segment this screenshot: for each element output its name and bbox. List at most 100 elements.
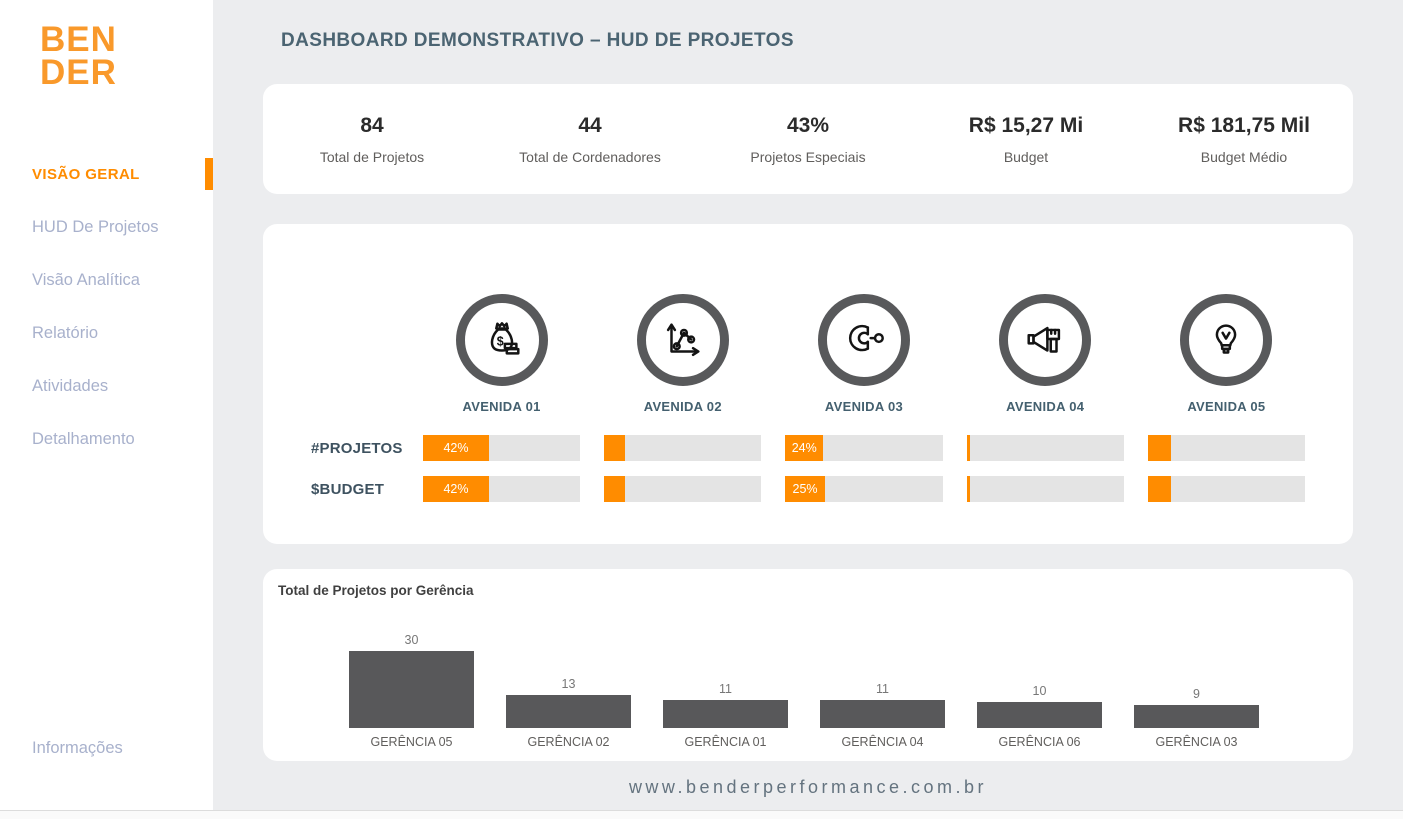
avenue-label: AVENIDA 01 <box>462 399 541 414</box>
budget-bar-avenida-05[interactable] <box>1147 476 1305 502</box>
progress-fill: 42% <box>423 435 490 461</box>
magnet-icon <box>848 324 884 352</box>
chart-column-gerencia-06: 10 GERÊNCIA 06 <box>961 684 1118 749</box>
projetos-row-label: #PROJETOS <box>311 439 403 457</box>
chart-bar[interactable] <box>349 651 474 728</box>
budget-bar-avenida-02[interactable] <box>604 476 762 502</box>
bar-category-label: GERÊNCIA 06 <box>998 735 1081 749</box>
progress-fill: 42% <box>423 476 490 502</box>
kpi-label: Budget <box>1003 148 1049 165</box>
avenue-01-circle: $ <box>455 294 548 386</box>
bar-value-label: 13 <box>561 677 576 691</box>
progress-fill: 24% <box>785 435 824 461</box>
sidebar-item-atividades[interactable]: Atividades <box>0 360 213 413</box>
bar-value-label: 11 <box>719 682 732 696</box>
sidebar-item-visao-geral[interactable]: VISÃO GERAL <box>0 148 213 201</box>
sidebar-item-relatorio[interactable]: Relatório <box>0 307 213 360</box>
budget-bar-avenida-04[interactable] <box>966 476 1124 502</box>
sidebar-item-label: Atividades <box>32 376 109 395</box>
progress-fill <box>604 435 625 461</box>
svg-text:$: $ <box>496 334 503 348</box>
chart-column-gerencia-01: 11 GERÊNCIA 01 <box>647 682 804 749</box>
kpi-total-projetos: 84 Total de Projetos <box>263 114 481 165</box>
line-chart-icon <box>666 323 700 357</box>
sidebar-item-label: Relatório <box>32 323 99 342</box>
bar-category-label: GERÊNCIA 05 <box>370 735 453 749</box>
bar-value-label: 9 <box>1193 687 1200 701</box>
sidebar-item-label: Detalhamento <box>32 429 135 448</box>
kpi-card: 84 Total de Projetos 44 Total de Cordena… <box>263 84 1353 194</box>
budget-bar-avenida-01[interactable]: 42% <box>423 476 581 502</box>
sidebar-item-hud-de-projetos[interactable]: HUD De Projetos <box>0 201 213 254</box>
chart-bar[interactable] <box>663 700 788 728</box>
bar-category-label: GERÊNCIA 04 <box>841 735 924 749</box>
projetos-bar-avenida-05[interactable] <box>1147 435 1305 461</box>
bender-logo: BEN DER <box>40 20 213 92</box>
logo-line-1: BEN <box>40 20 117 59</box>
chart-bar[interactable] <box>1134 705 1259 728</box>
bar-category-label: GERÊNCIA 02 <box>527 735 610 749</box>
kpi-value: R$ 181,75 Mil <box>1178 113 1310 137</box>
projetos-bar-row: #PROJETOS 42% 24% <box>311 435 1305 461</box>
sidebar-item-label: VISÃO GERAL <box>32 165 140 183</box>
progress-fill <box>966 435 970 461</box>
kpi-label: Projetos Especiais <box>750 148 866 165</box>
budget-bar-row: $BUDGET 42% 25% <box>311 476 1305 502</box>
chart-column-gerencia-05: 30 GERÊNCIA 05 <box>333 633 490 749</box>
kpi-budget: R$ 15,27 Mi Budget <box>917 114 1135 165</box>
kpi-value: 84 <box>360 113 384 137</box>
progress-fill <box>604 476 625 502</box>
avenue-02-circle <box>636 294 729 386</box>
sidebar-item-informacoes[interactable]: Informações <box>0 739 213 758</box>
progress-fill <box>1147 476 1172 502</box>
avenue-label: AVENIDA 05 <box>1187 399 1266 414</box>
avenue-label: AVENIDA 04 <box>1006 399 1085 414</box>
kpi-value: 44 <box>578 113 602 137</box>
avenues-card: $ AVENIDA 01 <box>263 224 1353 544</box>
website-url: www.benderperformance.com.br <box>628 777 988 797</box>
chart-bar[interactable] <box>506 695 631 728</box>
sidebar: BEN DER VISÃO GERAL HUD De Projetos Visã… <box>0 0 213 810</box>
kpi-label: Budget Médio <box>1200 148 1288 165</box>
sidebar-nav: VISÃO GERAL HUD De Projetos Visão Analít… <box>0 148 213 466</box>
projetos-bar-avenida-01[interactable]: 42% <box>423 435 581 461</box>
chart-bar[interactable] <box>977 702 1102 728</box>
gerencia-chart-card: Total de Projetos por Gerência 30 GERÊNC… <box>263 569 1353 761</box>
progress-fill: 25% <box>785 476 825 502</box>
budget-row-label: $BUDGET <box>311 480 385 498</box>
kpi-budget-medio: R$ 181,75 Mil Budget Médio <box>1135 114 1353 165</box>
chart-column-gerencia-02: 13 GERÊNCIA 02 <box>490 677 647 749</box>
bar-value-label: 30 <box>404 633 419 647</box>
money-bag-icon: $ <box>490 322 520 355</box>
budget-bar-avenida-03[interactable]: 25% <box>785 476 943 502</box>
sidebar-item-label: HUD De Projetos <box>32 217 159 236</box>
gerencia-bar-chart: 30 GERÊNCIA 05 13 GERÊNCIA 02 11 GERÊNCI… <box>333 604 1275 749</box>
bottom-edge-strip <box>0 810 1403 819</box>
avenue-03-column: AVENIDA 03 <box>785 294 942 414</box>
projetos-bar-avenida-02[interactable] <box>604 435 762 461</box>
progress-fill <box>966 476 970 502</box>
kpi-label: Total de Cordenadores <box>519 148 661 165</box>
progress-fill <box>1147 435 1172 461</box>
avenue-05-column: AVENIDA 05 <box>1148 294 1305 414</box>
chart-title: Total de Projetos por Gerência <box>278 583 474 598</box>
projetos-bar-avenida-03[interactable]: 24% <box>785 435 943 461</box>
lightbulb-icon <box>1216 324 1237 354</box>
kpi-label: Total de Projetos <box>319 148 425 165</box>
bar-category-label: GERÊNCIA 03 <box>1155 735 1238 749</box>
megaphone-icon <box>1027 326 1061 353</box>
avenue-label: AVENIDA 02 <box>643 399 722 414</box>
sidebar-item-visao-analitica[interactable]: Visão Analítica <box>0 254 213 307</box>
sidebar-item-label: Visão Analítica <box>32 270 140 289</box>
sidebar-item-detalhamento[interactable]: Detalhamento <box>0 413 213 466</box>
avenue-04-column: AVENIDA 04 <box>967 294 1124 414</box>
chart-column-gerencia-04: 11 GERÊNCIA 04 <box>804 682 961 749</box>
sidebar-item-label: Informações <box>32 739 123 757</box>
logo-line-2: DER <box>40 52 117 92</box>
kpi-total-cordenadores: 44 Total de Cordenadores <box>481 114 699 165</box>
projetos-bar-avenida-04[interactable] <box>966 435 1124 461</box>
bar-category-label: GERÊNCIA 01 <box>684 735 767 749</box>
chart-bar[interactable] <box>820 700 945 728</box>
bar-value-label: 10 <box>1032 684 1047 698</box>
